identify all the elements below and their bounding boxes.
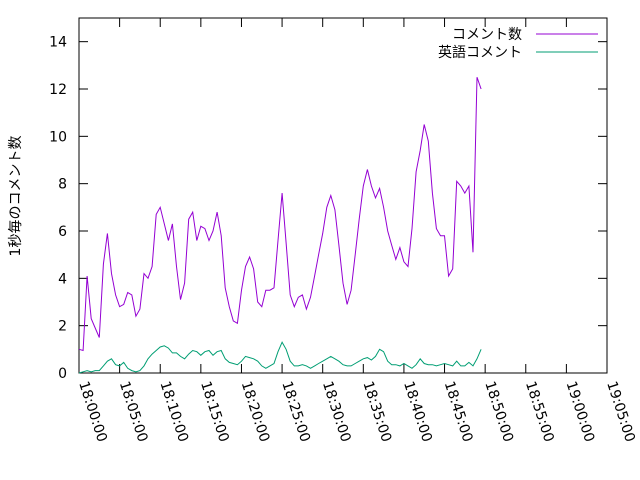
- x-tick-label: 18:20:00: [238, 379, 273, 444]
- y-tick-label: 6: [58, 224, 67, 240]
- series-line-2: [78, 341, 482, 374]
- y-tick-label: 12: [49, 82, 67, 98]
- x-tick-label: 18:40:00: [400, 379, 435, 444]
- series-layer: [78, 77, 482, 374]
- x-tick-label: 18:45:00: [441, 379, 476, 444]
- x-tick-label: 18:35:00: [360, 379, 395, 444]
- x-axis-ticks: 18:00:00 18:05:00 18:10:00 18:15:00 18:20:00…: [75, 18, 638, 444]
- y-tick-label: 0: [58, 366, 67, 382]
- plot-frame: [78, 17, 608, 374]
- y-tick-label: 14: [49, 35, 67, 51]
- x-tick-label: 18:00:00: [75, 379, 110, 444]
- y-tick-label: 2: [58, 319, 67, 335]
- x-tick-label: 18:50:00: [481, 379, 516, 444]
- legend-label: コメント数: [452, 27, 522, 43]
- x-tick-label: 18:25:00: [278, 379, 313, 444]
- x-tick-label: 18:55:00: [522, 379, 557, 444]
- y-tick-label: 4: [58, 271, 67, 287]
- y-axis-ticks: 0 2 4 6 8 10 12 14: [49, 35, 607, 382]
- x-tick-label: 18:05:00: [116, 379, 151, 444]
- x-tick-label: 18:10:00: [156, 379, 191, 444]
- x-tick-label: 18:15:00: [197, 379, 232, 444]
- legend-label: 英語コメント: [438, 44, 522, 61]
- y-tick-label: 8: [58, 177, 67, 193]
- x-tick-label: 18:30:00: [319, 379, 354, 444]
- x-tick-label: 19:00:00: [563, 379, 598, 444]
- y-axis-label: 1秒毎のコメント数: [8, 136, 24, 257]
- x-tick-label: 19:05:00: [603, 379, 638, 444]
- y-tick-label: 10: [49, 129, 67, 145]
- series-line-1: [78, 77, 482, 352]
